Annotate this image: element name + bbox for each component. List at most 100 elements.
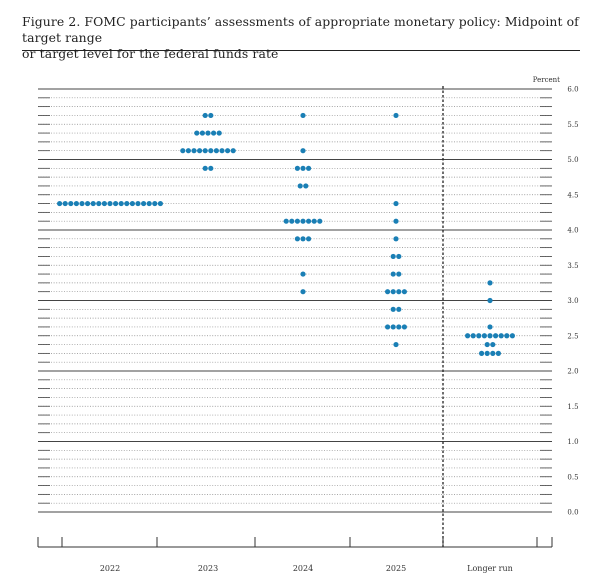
participant-dot bbox=[493, 333, 499, 339]
participant-dot bbox=[504, 333, 510, 339]
participant-dot bbox=[124, 200, 130, 207]
participant-dot bbox=[300, 289, 306, 295]
participant-dot bbox=[216, 130, 222, 136]
participant-dot bbox=[311, 218, 317, 224]
x-category-label: 2022 bbox=[100, 564, 120, 573]
participant-dot bbox=[197, 148, 203, 154]
participant-dot bbox=[495, 350, 501, 356]
participant-dot bbox=[396, 271, 402, 277]
participant-dot bbox=[118, 200, 124, 207]
participant-dot bbox=[208, 148, 214, 154]
participant-dot bbox=[191, 148, 197, 154]
participant-dot bbox=[185, 148, 191, 154]
y-tick-label: 4.5 bbox=[567, 191, 578, 199]
dots bbox=[57, 112, 515, 356]
participant-dot bbox=[484, 350, 490, 356]
participant-dot bbox=[465, 333, 471, 339]
participant-dot bbox=[470, 333, 476, 339]
participant-dot bbox=[396, 306, 402, 312]
participant-dot bbox=[390, 324, 396, 330]
participant-dot bbox=[230, 148, 236, 154]
participant-dot bbox=[300, 271, 306, 277]
participant-dot bbox=[393, 112, 399, 119]
participant-dot bbox=[90, 200, 96, 207]
x-category-label: 2023 bbox=[198, 564, 218, 573]
participant-dot bbox=[300, 218, 306, 224]
y-tick-label: 0.5 bbox=[567, 473, 578, 481]
participant-dot bbox=[393, 218, 399, 224]
participant-dot bbox=[390, 271, 396, 277]
participant-dot bbox=[202, 112, 208, 119]
participant-dot bbox=[390, 306, 396, 312]
participant-dot bbox=[202, 165, 208, 171]
participant-dot bbox=[141, 200, 147, 207]
participant-dot bbox=[476, 333, 482, 339]
participant-dot bbox=[68, 200, 74, 207]
participant-dot bbox=[107, 200, 113, 207]
participant-dot bbox=[317, 218, 323, 224]
participant-dot bbox=[390, 253, 396, 260]
participant-dot bbox=[96, 200, 102, 207]
participant-dot bbox=[306, 218, 312, 224]
participant-dot bbox=[490, 350, 496, 356]
participant-dot bbox=[202, 148, 208, 154]
participant-dot bbox=[487, 280, 493, 286]
x-category-labels: 2022 2023 2024 2025 Longer run bbox=[100, 564, 513, 573]
participant-dot bbox=[490, 341, 496, 348]
y-tick-label: 1.5 bbox=[567, 403, 578, 411]
figure-title-line-1: Figure 2. FOMC participants’ assessments… bbox=[22, 14, 579, 45]
y-axis-label: Percent bbox=[533, 76, 560, 84]
participant-dot bbox=[219, 148, 225, 154]
grid-lines bbox=[38, 88, 552, 513]
participant-dot bbox=[294, 236, 300, 242]
y-tick-label: 1.0 bbox=[567, 438, 578, 446]
participant-dot bbox=[101, 200, 107, 207]
participant-dot bbox=[509, 333, 515, 339]
y-tick-label: 3.5 bbox=[567, 262, 578, 270]
participant-dot bbox=[62, 200, 68, 207]
participant-dot bbox=[393, 341, 399, 348]
participant-dot bbox=[393, 236, 399, 242]
x-category-label: Longer run bbox=[467, 564, 513, 573]
participant-dot bbox=[303, 183, 309, 189]
participant-dot bbox=[498, 333, 504, 339]
participant-dot bbox=[157, 200, 163, 207]
y-tick-label: 5.0 bbox=[567, 156, 578, 164]
participant-dot bbox=[396, 253, 402, 260]
participant-dot bbox=[85, 200, 91, 207]
participant-dot bbox=[113, 200, 119, 207]
participant-dot bbox=[152, 200, 158, 207]
title-rule bbox=[22, 50, 580, 51]
participant-dot bbox=[225, 148, 231, 154]
participant-dot bbox=[208, 112, 214, 119]
y-tick-labels: 0.0 0.5 1.0 1.5 2.0 2.5 3.0 3.5 4.0 4.5 5.0 5.5 6.0 bbox=[567, 86, 578, 517]
y-tick-label: 4.0 bbox=[567, 227, 578, 235]
figure-title: Figure 2. FOMC participants’ assessments… bbox=[22, 14, 582, 62]
participant-dot bbox=[79, 200, 85, 207]
y-tick-label: 6.0 bbox=[567, 86, 578, 94]
participant-dot bbox=[390, 289, 396, 295]
participant-dot bbox=[401, 324, 407, 330]
participant-dot bbox=[401, 289, 407, 295]
participant-dot bbox=[479, 350, 485, 356]
participant-dot bbox=[135, 200, 141, 207]
participant-dot bbox=[396, 289, 402, 295]
participant-dot bbox=[283, 218, 289, 224]
participant-dot bbox=[306, 236, 312, 242]
participant-dot bbox=[487, 324, 493, 330]
participant-dot bbox=[385, 324, 391, 330]
participant-dot bbox=[294, 165, 300, 171]
participant-dot bbox=[306, 165, 312, 171]
x-category-label: 2025 bbox=[386, 564, 406, 573]
participant-dot bbox=[294, 218, 300, 224]
participant-dot bbox=[129, 200, 135, 207]
participant-dot bbox=[487, 297, 493, 304]
participant-dot bbox=[289, 218, 295, 224]
participant-dot bbox=[199, 130, 205, 136]
participant-dot bbox=[208, 165, 214, 171]
participant-dot bbox=[300, 165, 306, 171]
participant-dot bbox=[396, 324, 402, 330]
participant-dot bbox=[487, 333, 493, 339]
participant-dot bbox=[194, 130, 200, 136]
